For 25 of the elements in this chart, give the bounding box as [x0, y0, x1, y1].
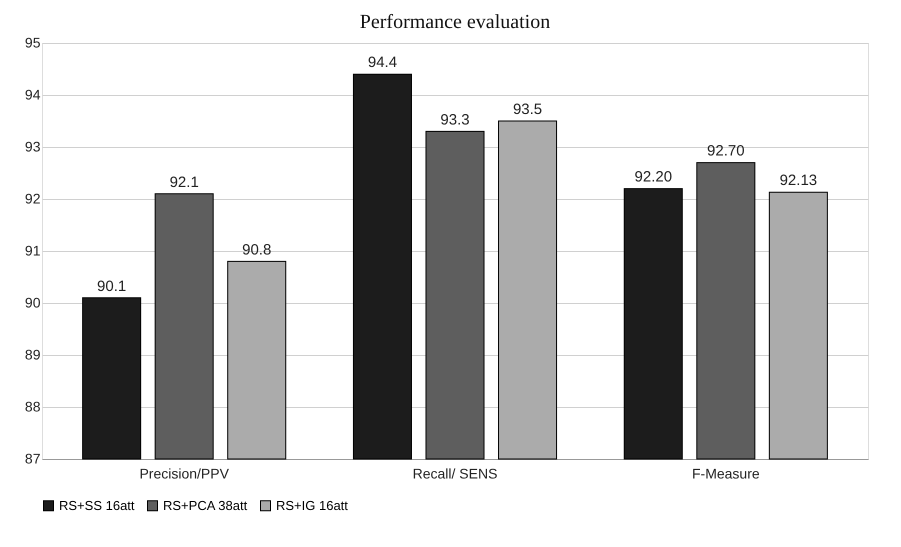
data-label: 92.20: [634, 168, 672, 186]
x-tick-label: F-Measure: [692, 466, 760, 482]
y-tick-label: 87: [24, 450, 41, 466]
y-tick-label: 89: [24, 346, 41, 362]
legend-label: RS+PCA 38att: [163, 498, 248, 513]
y-tick-label: 93: [24, 138, 41, 154]
data-label: 93.5: [512, 101, 542, 118]
y-tick-label: 94: [24, 86, 41, 102]
y-tick-label: 92: [24, 190, 41, 206]
x-tick-label: Recall/ SENS: [412, 466, 498, 482]
data-label: 92.1: [170, 174, 199, 191]
data-label: 94.4: [368, 54, 398, 72]
data-label: 92.70: [707, 142, 745, 160]
legend-label: RS+IG 16att: [276, 498, 348, 513]
data-label: 90.8: [242, 241, 272, 258]
y-tick-label: 88: [24, 398, 41, 414]
y-tick-label: 91: [24, 242, 41, 258]
chart-title: Performance evaluation: [360, 11, 550, 33]
data-label: 93.3: [440, 111, 470, 128]
x-tick-label: Precision/PPV: [139, 466, 230, 482]
legend-label: RS+SS 16att: [59, 498, 135, 513]
y-tick-label: 95: [24, 34, 41, 50]
y-tick-label: 90: [24, 294, 41, 310]
data-label: 90.1: [97, 278, 126, 295]
data-label: 92.13: [780, 172, 818, 190]
